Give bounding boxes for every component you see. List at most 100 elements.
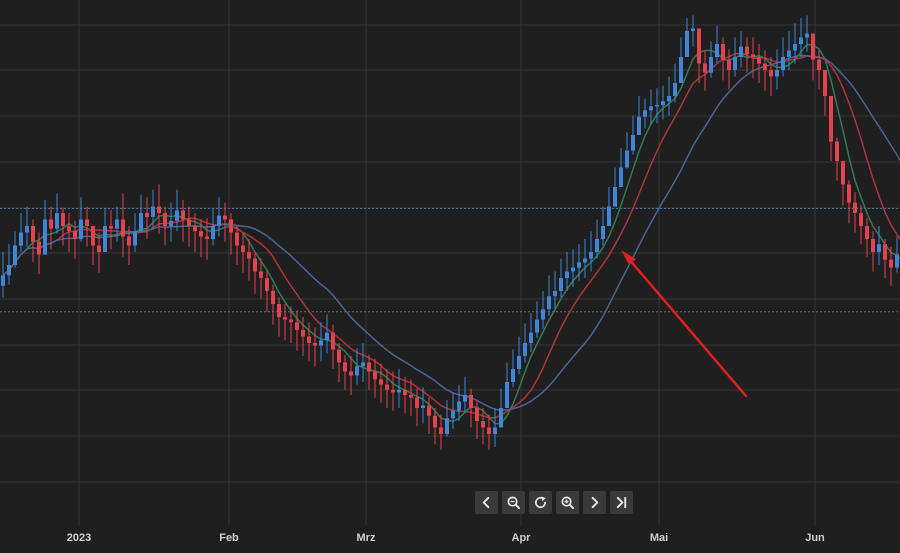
candle (739, 31, 743, 68)
candle-body (505, 382, 509, 408)
candle (475, 400, 479, 440)
candle-body (67, 226, 71, 232)
candle (835, 137, 839, 181)
candle (289, 306, 293, 343)
candle (619, 148, 623, 187)
candle-body (487, 427, 491, 434)
candle (511, 349, 515, 388)
candle-body (361, 362, 365, 367)
candle (607, 187, 611, 226)
candle (373, 358, 377, 398)
candle (895, 236, 899, 273)
scroll-right-button[interactable] (583, 491, 606, 514)
candle (439, 414, 443, 450)
zoom-in-button[interactable] (556, 491, 579, 514)
candle-body (889, 259, 893, 268)
candle-body (589, 252, 593, 259)
reference-lines (0, 207, 900, 313)
candle (565, 252, 569, 291)
candle-body (823, 70, 827, 96)
candle-body (79, 219, 83, 239)
candle-body (847, 184, 851, 203)
candle (799, 18, 803, 57)
candle (343, 354, 347, 390)
candle (751, 37, 755, 78)
candle-body (799, 37, 803, 44)
candle-body (73, 231, 77, 239)
candle (109, 210, 113, 250)
refresh-icon (535, 496, 547, 509)
candle (793, 23, 797, 64)
candle-body (529, 332, 533, 343)
candle (199, 219, 203, 258)
candle (871, 231, 875, 272)
candle (49, 206, 53, 250)
candle (859, 205, 863, 245)
scroll-left-button[interactable] (475, 491, 498, 514)
candle-body (1, 275, 5, 286)
candle-body (253, 258, 257, 272)
candle (877, 226, 881, 265)
candle-body (709, 57, 713, 73)
candle (571, 249, 575, 288)
candle (361, 343, 365, 382)
candle-body (781, 57, 785, 70)
moving-average-line (2, 54, 900, 412)
candle (121, 193, 125, 258)
candle-body (745, 46, 749, 55)
candle (151, 189, 155, 229)
candle (679, 37, 683, 83)
candle (1, 252, 5, 298)
candle (355, 348, 359, 385)
candle-body (157, 206, 161, 213)
candle-body (13, 245, 17, 265)
candle (487, 414, 491, 450)
candle (805, 15, 809, 52)
candle-body (841, 161, 845, 185)
x-tick-label: Feb (219, 532, 239, 544)
candle-body (595, 239, 599, 252)
candle (193, 213, 197, 252)
candle-body (199, 231, 203, 237)
candle-body (115, 219, 119, 229)
candle-body (169, 220, 173, 226)
candle (583, 239, 587, 278)
candle (367, 354, 371, 390)
candle-body (697, 28, 701, 64)
candle-body (307, 336, 311, 343)
candle-body (223, 215, 227, 220)
candle-body (877, 244, 881, 252)
candle (175, 189, 179, 232)
candle (829, 96, 833, 161)
candle-body (163, 213, 167, 226)
candle (703, 50, 707, 91)
candle-body (37, 241, 41, 255)
candle (91, 226, 95, 265)
candle-body (103, 226, 107, 252)
candle (397, 369, 401, 408)
candle-body (433, 415, 437, 428)
candle-body (703, 63, 707, 73)
candle-body (541, 309, 545, 320)
zoom-out-button[interactable] (502, 491, 525, 514)
candle (31, 219, 35, 263)
reset-button[interactable] (529, 491, 552, 514)
candle-body (193, 226, 197, 232)
candle-body (787, 50, 791, 57)
candle-body (421, 405, 425, 408)
candle-body (313, 343, 317, 346)
candle (337, 343, 341, 382)
candle (847, 180, 851, 224)
candle (547, 275, 551, 316)
candle (79, 197, 83, 242)
candle (445, 400, 449, 437)
candle (205, 218, 209, 260)
scroll-to-end-button[interactable] (610, 491, 633, 514)
candle-body (571, 267, 575, 272)
candle-body (43, 219, 47, 255)
candle-body (739, 46, 743, 57)
candle (403, 376, 407, 414)
candle-body (211, 226, 215, 239)
candle-body (733, 57, 737, 70)
candle-body (325, 332, 329, 341)
